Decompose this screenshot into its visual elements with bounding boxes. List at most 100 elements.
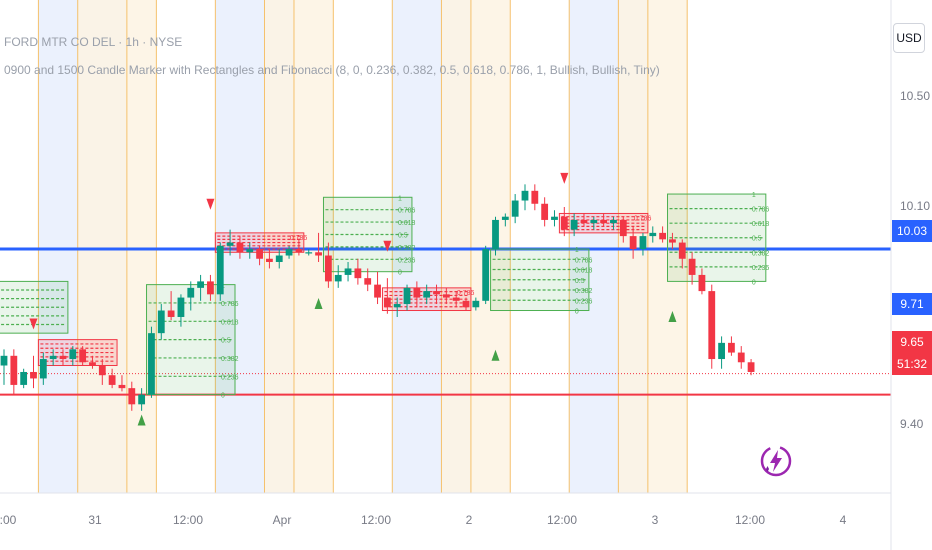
fib-level-label: 0 xyxy=(752,279,756,286)
fib-level-label: 0.236 xyxy=(221,374,239,381)
lightning-logo-icon[interactable] xyxy=(758,443,794,479)
candle-body xyxy=(79,349,87,363)
candle-body xyxy=(344,268,352,275)
candle-body xyxy=(49,355,57,360)
candle-body xyxy=(747,362,755,372)
price-badge-blue: 9.71 xyxy=(892,293,932,315)
candle-body xyxy=(364,278,372,285)
fib-level-label: 1 xyxy=(752,192,756,199)
fib-level-label: 0.786 xyxy=(575,257,593,264)
candle-body xyxy=(737,352,745,363)
candle-body xyxy=(649,232,657,237)
fib-level-label: 0.5 xyxy=(752,236,762,243)
fib-level-label: 0.618 xyxy=(398,220,416,227)
last-price-badge: 9.65 xyxy=(892,331,932,353)
sell-marker-icon xyxy=(29,318,38,330)
candle-body xyxy=(688,258,696,275)
countdown-badge: 51:32 xyxy=(892,353,932,375)
time-label: 3 xyxy=(651,513,659,527)
candle-body xyxy=(275,255,283,262)
candle-body xyxy=(197,281,204,288)
candle-body xyxy=(98,365,106,376)
session-band xyxy=(77,0,157,493)
fib-level-label: 0 xyxy=(575,309,579,316)
candle-body xyxy=(511,200,519,217)
candle-body xyxy=(551,216,558,220)
candle-body xyxy=(59,355,67,360)
fib-level-label: 0.786 xyxy=(457,290,475,297)
price-tick: 10.50 xyxy=(900,89,931,103)
fib-level-label: 0 xyxy=(221,393,225,400)
currency-button[interactable]: USD xyxy=(893,23,925,53)
candle-body xyxy=(246,249,254,253)
candle-body xyxy=(157,310,165,334)
candle-body xyxy=(541,203,549,220)
candle-body xyxy=(216,245,224,295)
candle-body xyxy=(354,268,362,279)
buy-marker-icon xyxy=(491,349,500,361)
indicator-legend[interactable]: 0900 and 1500 Candle Marker with Rectang… xyxy=(4,63,660,77)
candle-body xyxy=(600,219,608,224)
candle-body xyxy=(728,342,735,353)
time-label: Apr xyxy=(272,513,292,527)
candle-body xyxy=(629,236,637,250)
candle-body xyxy=(383,297,391,308)
fib-level-label: 0.786 xyxy=(290,235,308,242)
candle-body xyxy=(10,355,18,385)
candle-body xyxy=(39,359,47,379)
candle-body xyxy=(560,216,568,230)
candle-body xyxy=(659,232,667,240)
candle-body xyxy=(187,287,195,298)
fib-level-label: 0.5 xyxy=(221,338,231,345)
candle-body xyxy=(531,190,539,204)
candle-body xyxy=(590,219,598,224)
time-label: :00 xyxy=(0,513,17,527)
candle-body xyxy=(639,236,647,250)
candle-body xyxy=(305,252,313,254)
time-label: 12:00 xyxy=(172,513,204,527)
fib-level-label: 0 xyxy=(398,270,402,277)
session-vertical-lines xyxy=(37,0,688,493)
fib-level-label: 0.618 xyxy=(575,268,593,275)
fib-level-label: 0.382 xyxy=(221,356,239,363)
candle-body xyxy=(207,281,214,295)
candle-body xyxy=(433,291,440,295)
candle-body xyxy=(108,375,116,385)
candle-body xyxy=(678,242,686,259)
candle-body xyxy=(442,294,450,298)
symbol-title[interactable]: FORD MTR CO DEL · 1h · NYSE xyxy=(4,35,183,49)
candle-body xyxy=(423,291,431,298)
candle-body xyxy=(89,362,96,366)
fib-level-label: 0.236 xyxy=(398,257,416,264)
candle-body xyxy=(482,249,490,301)
candle-body xyxy=(20,371,28,385)
candle-body xyxy=(177,297,185,317)
fib-level-label: 0.382 xyxy=(575,288,593,295)
fib-level-label: 0.236 xyxy=(575,298,593,305)
candle-body xyxy=(128,388,136,405)
candle-body xyxy=(521,190,529,201)
candle-body xyxy=(619,219,627,237)
fib-level-label: 0.5 xyxy=(575,278,585,285)
candle-body xyxy=(266,258,273,262)
fib-level-label: 0.618 xyxy=(221,319,239,326)
candle-body xyxy=(501,216,509,220)
fib-level-label: 1 xyxy=(398,195,402,202)
fib-level-label: 0.618 xyxy=(752,221,770,228)
candle-body xyxy=(236,242,244,253)
price-tick: 9.40 xyxy=(900,417,924,431)
candle-body xyxy=(570,219,578,230)
candle-body xyxy=(472,300,480,308)
candle-body xyxy=(610,219,617,224)
fib-level-label: 0.786 xyxy=(221,301,239,308)
sell-marker-icon xyxy=(560,172,569,184)
candle-body xyxy=(285,249,293,256)
time-label: 4 xyxy=(839,513,847,527)
buy-marker-icon xyxy=(314,298,323,310)
candle-body xyxy=(138,394,146,405)
candle-body xyxy=(148,333,155,395)
candle-body xyxy=(30,371,37,379)
candle-body xyxy=(315,252,322,256)
candle-body xyxy=(393,304,401,308)
